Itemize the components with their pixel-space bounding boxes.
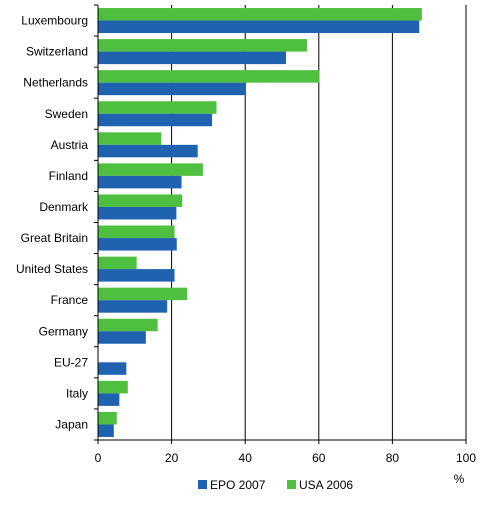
category-label-12: Italy [66, 386, 88, 400]
category-label-5: Finland [49, 169, 88, 183]
bar-usa-2006-9 [98, 287, 188, 301]
category-label-2: Netherlands [23, 76, 88, 90]
x-tick-label-60: 60 [312, 451, 326, 465]
category-label-7: Great Britain [21, 231, 88, 245]
category-label-6: Denmark [39, 200, 89, 214]
bar-usa-2006-3 [98, 101, 217, 114]
bar-usa-2006-4 [98, 132, 162, 145]
bar-usa-2006-13 [98, 411, 117, 425]
bars [98, 8, 422, 437]
category-label-9: France [51, 293, 89, 307]
bar-usa-2006-1 [98, 39, 308, 52]
x-tick-labels: 0 20 40 60 80 100 [95, 451, 477, 465]
category-label-0: Luxembourg [21, 14, 88, 28]
bar-epo-2007-0 [98, 20, 420, 34]
bar-epo-2007-11 [98, 362, 127, 375]
bar-epo-2007-1 [98, 51, 287, 65]
bar-usa-2006-12 [98, 380, 128, 394]
legend: EPO 2007 USA 2006 [198, 478, 353, 492]
x-tick-label-20: 20 [165, 451, 179, 465]
bar-epo-2007-2 [98, 82, 246, 96]
bar-epo-2007-6 [98, 206, 177, 220]
x-tick-label-0: 0 [95, 451, 102, 465]
bar-usa-2006-5 [98, 163, 203, 176]
category-label-1: Switzerland [26, 45, 88, 59]
x-tick-label-100: 100 [456, 451, 476, 465]
bar-epo-2007-8 [98, 269, 175, 282]
bar-epo-2007-10 [98, 331, 146, 344]
category-label-8: United States [16, 262, 88, 276]
bar-usa-2006-7 [98, 225, 175, 239]
x-tick-label-40: 40 [239, 451, 253, 465]
legend-swatch-0 [198, 480, 207, 489]
legend-label-1: USA 2006 [299, 478, 353, 492]
bar-usa-2006-2 [98, 70, 320, 83]
category-label-13: Japan [55, 417, 88, 431]
category-label-11: EU-27 [54, 355, 88, 369]
bar-epo-2007-3 [98, 113, 213, 127]
bar-epo-2007-4 [98, 144, 198, 158]
bar-epo-2007-5 [98, 175, 182, 189]
x-axis-unit-label: % [454, 472, 465, 486]
bar-usa-2006-10 [98, 318, 158, 332]
bar-epo-2007-7 [98, 238, 177, 251]
x-tick-label-80: 80 [386, 451, 400, 465]
category-label-3: Sweden [45, 107, 88, 121]
category-labels: Luxembourg Switzerland Netherlands Sweden Au… [16, 14, 89, 432]
bar-usa-2006-0 [98, 8, 422, 21]
category-label-10: Germany [39, 324, 88, 338]
category-label-4: Austria [51, 138, 89, 152]
bar-usa-2006-6 [98, 194, 183, 207]
bar-epo-2007-12 [98, 393, 120, 406]
legend-swatch-1 [287, 480, 296, 489]
axes [94, 4, 467, 444]
bar-usa-2006-8 [98, 256, 137, 270]
bar-epo-2007-9 [98, 300, 168, 313]
legend-label-0: EPO 2007 [210, 478, 266, 492]
bar-epo-2007-13 [98, 424, 114, 437]
